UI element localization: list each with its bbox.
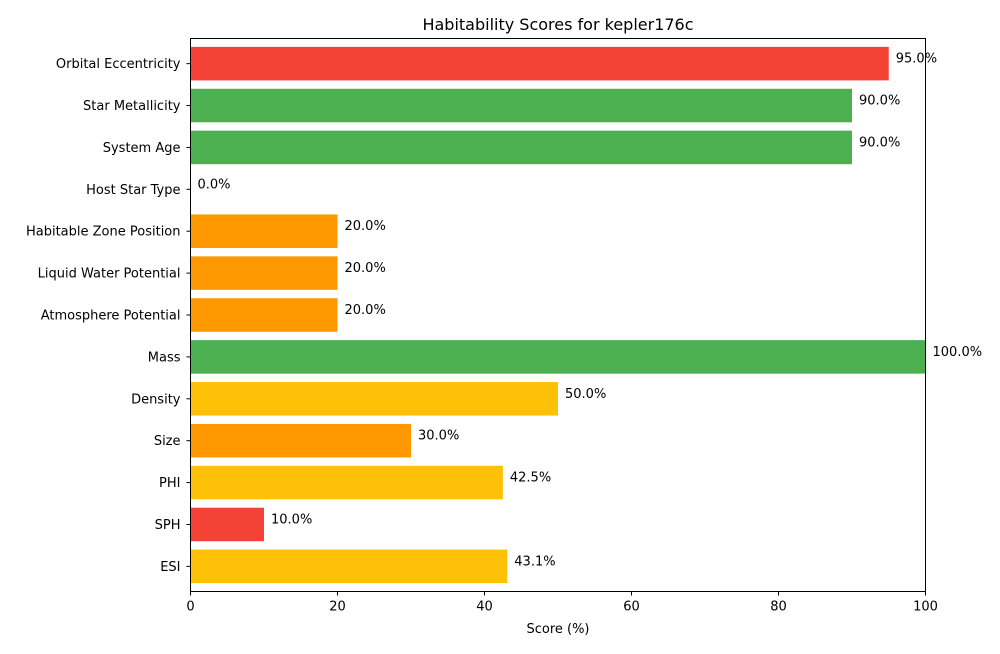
bar-habitable-zone-position <box>190 214 338 248</box>
y-tick-label-atmosphere-potential: Atmosphere Potential <box>41 309 181 324</box>
bar-atmosphere-potential <box>190 298 338 332</box>
chart-title: Habitability Scores for kepler176c <box>422 15 693 34</box>
bar-sph <box>190 507 264 542</box>
y-tick-label-habitable-zone-position: Habitable Zone Position <box>26 225 181 240</box>
value-label-liquid-water-potential: 20.0% <box>345 261 386 276</box>
y-tick-label-orbital-eccentricity: Orbital Eccentricity <box>56 57 181 72</box>
x-tick-label: 20 <box>329 600 346 615</box>
value-label-system-age: 90.0% <box>859 135 900 150</box>
bar-system-age <box>190 130 852 165</box>
x-tick-label: 60 <box>623 600 640 615</box>
value-label-esi: 43.1% <box>514 554 555 569</box>
bar-liquid-water-potential <box>190 256 338 290</box>
bar-mass <box>190 340 926 374</box>
value-label-size: 30.0% <box>418 429 459 444</box>
bars-layer <box>190 46 926 584</box>
x-axis: 0 20 40 60 80 100 <box>186 591 938 615</box>
x-tick-label: 100 <box>913 600 938 615</box>
x-axis-label: Score (%) <box>526 622 589 637</box>
bar-orbital-eccentricity <box>190 46 889 81</box>
y-tick-label-sph: SPH <box>155 518 181 533</box>
y-axis: ESI SPH PHI Size Density Mass Atmosphere Poten… <box>26 57 191 575</box>
bar-density <box>190 382 558 416</box>
value-label-star-metallicity: 90.0% <box>859 94 900 109</box>
value-label-mass: 100.0% <box>933 345 983 360</box>
y-tick-label-system-age: System Age <box>103 141 181 156</box>
value-label-orbital-eccentricity: 95.0% <box>896 52 937 67</box>
value-label-sph: 10.0% <box>271 512 312 527</box>
bar-size <box>190 423 411 458</box>
y-tick-label-mass: Mass <box>148 350 181 365</box>
y-tick-label-esi: ESI <box>160 560 180 575</box>
y-tick-label-liquid-water-potential: Liquid Water Potential <box>38 267 181 282</box>
x-tick-label: 0 <box>186 600 194 615</box>
x-tick-label: 40 <box>476 600 493 615</box>
value-label-habitable-zone-position: 20.0% <box>345 219 386 234</box>
y-tick-label-host-star-type: Host Star Type <box>86 183 180 198</box>
y-tick-label-star-metallicity: Star Metallicity <box>83 99 181 114</box>
value-labels-layer: 43.1% 10.0% 42.5% 30.0% 50.0% 100.0% 20.0% 20.0… <box>198 52 983 570</box>
y-tick-label-density: Density <box>131 392 181 407</box>
y-tick-label-size: Size <box>154 434 181 449</box>
value-label-density: 50.0% <box>565 387 606 402</box>
plot-frame <box>190 38 926 592</box>
value-label-host-star-type: 0.0% <box>198 177 231 192</box>
bar-phi <box>190 465 503 500</box>
bar-esi <box>190 549 508 584</box>
bar-star-metallicity <box>190 88 852 123</box>
value-label-atmosphere-potential: 20.0% <box>345 303 386 318</box>
x-tick-label: 80 <box>770 600 787 615</box>
y-tick-label-phi: PHI <box>159 476 180 491</box>
value-label-phi: 42.5% <box>510 471 551 486</box>
